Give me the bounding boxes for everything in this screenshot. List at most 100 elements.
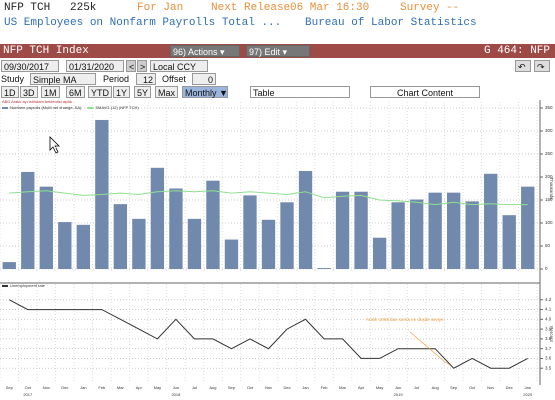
redo-button[interactable]: ↷ [534,60,550,72]
end-date[interactable]: 01/31/2020 [66,60,124,72]
start-date[interactable]: 09/30/2017 [1,60,59,72]
x-tick-label: Jul [414,385,419,390]
offset-input[interactable]: 0 [192,73,216,85]
year-label: 2017 [23,392,33,397]
year-label: 2020 [523,392,533,397]
survey: -- [446,2,460,14]
period-input[interactable]: 12 [136,73,156,85]
actions-menu[interactable]: 96) Actions ▾ [170,45,240,57]
x-tick-label: Apr [358,385,365,390]
y-tick-label: 250 [545,151,553,156]
bar [21,171,35,269]
legend-swatch [2,107,8,109]
bar [502,215,516,269]
x-tick-label: Mar [117,385,125,390]
bar [169,188,183,269]
y-axis-label: Thousands [549,177,554,200]
x-tick-label: May [154,385,162,390]
undo-button[interactable]: ↶ [515,60,531,72]
ticker: NFP TCH [4,2,51,14]
bar [150,167,165,269]
bar [132,218,146,269]
chart-content-button[interactable]: Chart Content [370,86,480,98]
range-button[interactable]: 1M [41,86,60,98]
range-button[interactable]: 3D [20,86,38,98]
bar [206,180,220,269]
y-tick-label: 3.7 [545,346,552,351]
frequency[interactable]: Monthly ▼ [182,86,228,98]
bar [298,171,313,269]
y-tick-label: 0 [545,266,548,271]
x-tick-label: Dec [61,385,68,390]
x-tick-label: Aug [432,385,439,390]
annotation-arrow [409,331,451,366]
mouse-cursor [49,136,60,154]
next-release: 06 Mar 16:30 [290,2,370,14]
bar [317,268,331,269]
chart: 0 50 100 150 200 250 300 350 Thousands ABD Aralık… [0,100,555,400]
bar [465,201,479,269]
y-tick-label: 50 [545,243,551,248]
y-tick-label: 100 [545,220,553,225]
y-tick-label: 150 [545,197,553,202]
x-tick-label: Aug [209,385,216,390]
bar [2,262,16,269]
y-tick-label: 4.2 [545,297,552,302]
bar [58,222,72,269]
currency[interactable]: Local CCY [150,60,208,72]
function-code: G 464: NFP [484,45,551,57]
x-tick-label: Jan [80,385,86,390]
range-button[interactable]: 1D [1,86,19,98]
x-tick-label: Nov [265,385,272,390]
x-tick-label: Oct [25,385,32,390]
bar [521,186,535,269]
bar [280,202,294,269]
x-tick-label: Jan [525,385,531,390]
y-tick-label: 3.8 [545,336,552,341]
bar [261,219,276,269]
source: Bureau of Labor Statistics [305,17,477,29]
year-label: 2019 [394,392,404,397]
x-tick-label: Nov [43,385,50,390]
next-release-label: Next Release [211,2,291,14]
line [9,190,528,206]
security: NFP TCH Index [3,45,89,57]
table-button[interactable]: Table [250,86,350,98]
period-label: Period [103,74,130,84]
legend-entry: Nonfarm payrolls (MoM net change, SA) [10,105,82,110]
prev-button[interactable]: < [126,60,136,72]
x-tick-label: Jun [173,385,179,390]
line [9,299,528,369]
bar [484,173,498,269]
bar [428,192,442,269]
bar [335,191,350,269]
x-tick-label: May [376,385,384,390]
range-button[interactable]: YTD [88,86,112,98]
range-button[interactable]: 6M [66,86,85,98]
study[interactable]: Simple MA [30,73,96,85]
next-button[interactable]: > [137,60,147,72]
bar [187,218,202,269]
period: For Jan [137,2,184,14]
bar [354,191,368,269]
x-tick-label: Apr [136,385,143,390]
bar [76,224,90,269]
bar [243,195,257,269]
bar [447,192,461,269]
range-button[interactable]: 1Y [113,86,131,98]
survey-label: Survey [400,2,440,14]
study-label: Study [1,74,25,84]
range-button[interactable]: 5Y [134,86,152,98]
bar [391,202,405,269]
edit-menu[interactable]: 97) Edit ▾ [246,45,310,57]
x-tick-label: Oct [247,385,254,390]
x-tick-label: Jan [302,385,308,390]
last-value: 225k [70,2,97,14]
y-axis-label: Percent [549,326,554,342]
legend-entry: SMAVG (12) (NFP TCH) [95,105,139,110]
range-button[interactable]: Max [155,86,179,98]
legend-swatch [87,107,94,109]
bar [113,204,128,269]
y-tick-label: 350 [545,105,553,110]
